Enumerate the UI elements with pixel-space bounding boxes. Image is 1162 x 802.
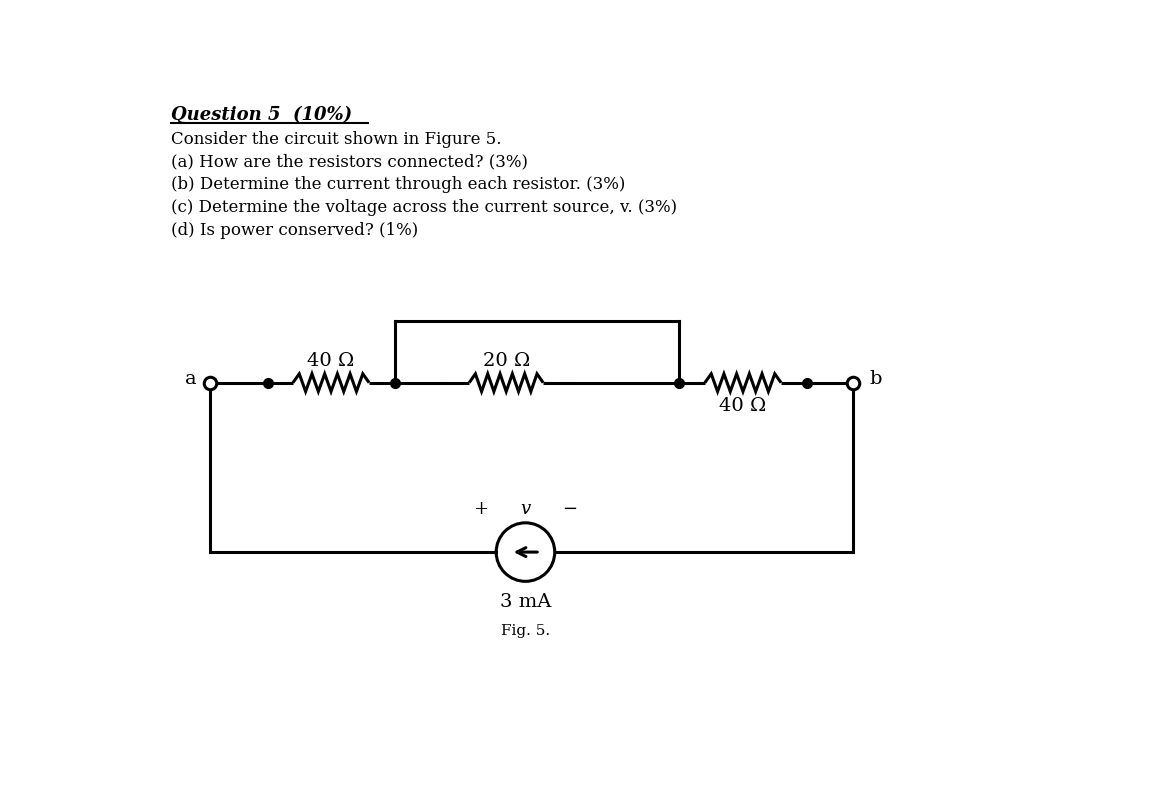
Text: (a) How are the resistors connected? (3%): (a) How are the resistors connected? (3%… bbox=[171, 154, 529, 171]
Text: +: + bbox=[473, 500, 488, 518]
Text: (c) Determine the voltage across the current source, v. (3%): (c) Determine the voltage across the cur… bbox=[171, 199, 677, 216]
Text: 20 Ω: 20 Ω bbox=[482, 352, 530, 371]
Text: 3 mA: 3 mA bbox=[500, 593, 551, 611]
Text: v: v bbox=[521, 500, 531, 518]
Text: b: b bbox=[869, 370, 882, 388]
Text: −: − bbox=[562, 500, 578, 518]
Text: a: a bbox=[185, 370, 196, 388]
Text: (d) Is power conserved? (1%): (d) Is power conserved? (1%) bbox=[171, 221, 418, 239]
Text: 40 Ω: 40 Ω bbox=[308, 352, 354, 371]
Text: Fig. 5.: Fig. 5. bbox=[501, 624, 550, 638]
Text: (b) Determine the current through each resistor. (3%): (b) Determine the current through each r… bbox=[171, 176, 625, 193]
Text: Question 5  (10%): Question 5 (10%) bbox=[171, 106, 352, 124]
Text: 40 Ω: 40 Ω bbox=[719, 396, 767, 415]
Text: Consider the circuit shown in Figure 5.: Consider the circuit shown in Figure 5. bbox=[171, 131, 502, 148]
